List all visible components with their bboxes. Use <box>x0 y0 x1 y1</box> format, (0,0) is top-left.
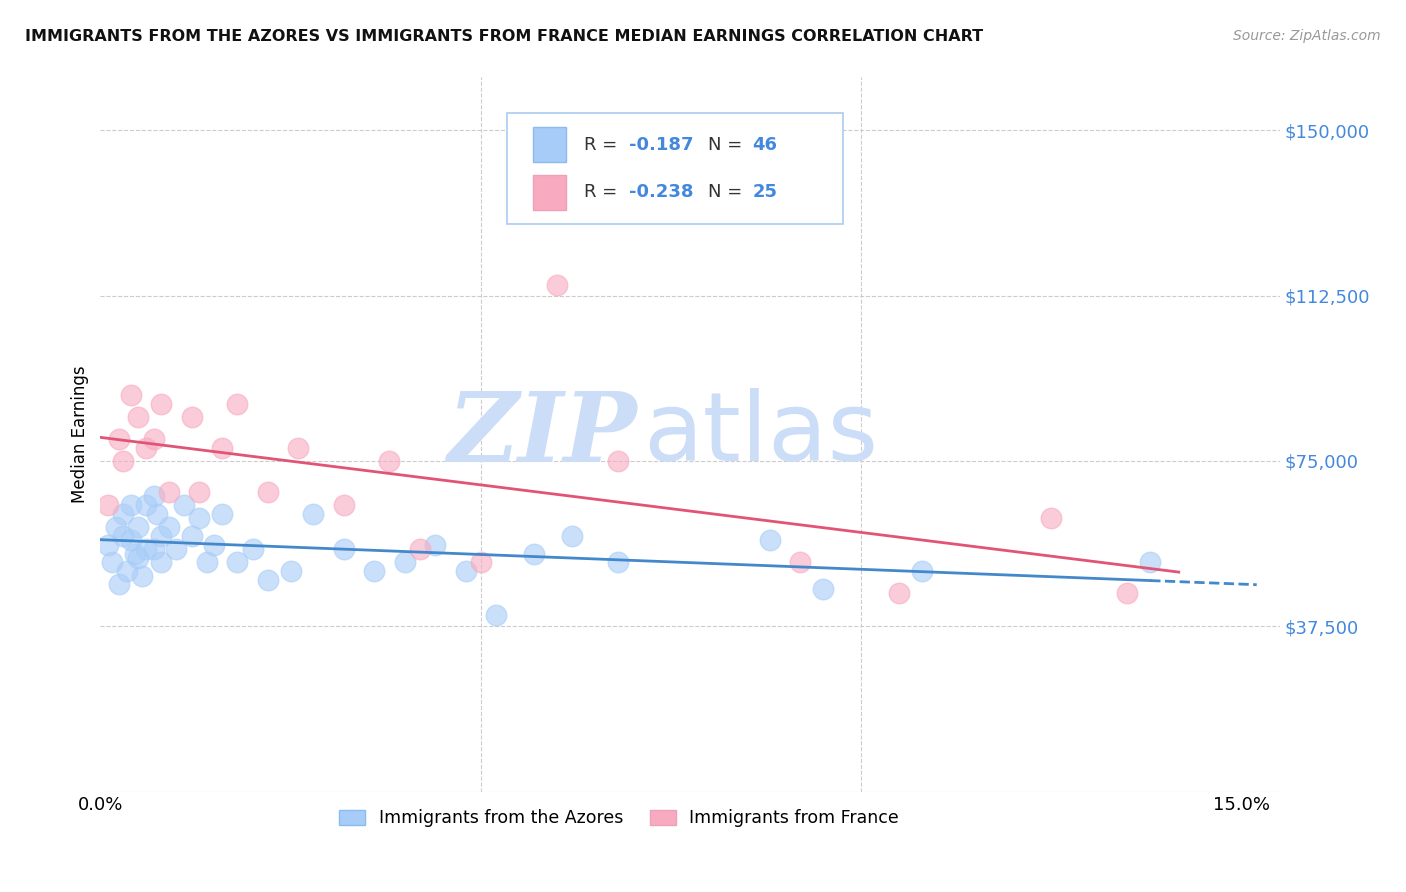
Point <box>135 441 157 455</box>
Text: 25: 25 <box>752 184 778 202</box>
Point <box>211 507 233 521</box>
Point <box>112 454 135 468</box>
Text: IMMIGRANTS FROM THE AZORES VS IMMIGRANTS FROM FRANCE MEDIAN EARNINGS CORRELATION: IMMIGRANTS FROM THE AZORES VS IMMIGRANTS… <box>25 29 983 44</box>
Point <box>188 484 211 499</box>
Point <box>546 277 568 292</box>
Text: N =: N = <box>707 184 748 202</box>
FancyBboxPatch shape <box>508 113 844 224</box>
Point <box>226 397 249 411</box>
Point <box>112 507 135 521</box>
Point <box>142 542 165 557</box>
Point <box>204 538 226 552</box>
Point <box>470 555 492 569</box>
Point <box>287 441 309 455</box>
Point <box>146 507 169 521</box>
Point <box>256 573 278 587</box>
Point <box>120 533 142 548</box>
Point <box>759 533 782 548</box>
Point <box>333 542 356 557</box>
Text: R =: R = <box>583 136 623 153</box>
Point <box>811 582 834 596</box>
Point <box>112 529 135 543</box>
Text: N =: N = <box>707 136 748 153</box>
Point <box>108 432 131 446</box>
Text: ZIP: ZIP <box>447 387 637 482</box>
Point <box>135 542 157 557</box>
Point <box>911 564 934 578</box>
Point <box>157 520 180 534</box>
Point <box>150 555 173 569</box>
Point <box>131 568 153 582</box>
Point <box>195 555 218 569</box>
Point <box>188 511 211 525</box>
Y-axis label: Median Earnings: Median Earnings <box>72 366 89 503</box>
Point <box>97 538 120 552</box>
Point <box>115 564 138 578</box>
Point <box>423 538 446 552</box>
FancyBboxPatch shape <box>533 128 567 161</box>
Point <box>302 507 325 521</box>
Point <box>104 520 127 534</box>
Point <box>150 529 173 543</box>
Point <box>606 454 628 468</box>
Point <box>606 555 628 569</box>
Point <box>280 564 302 578</box>
Point <box>165 542 187 557</box>
Point <box>1040 511 1063 525</box>
Point <box>180 409 202 424</box>
Point <box>485 608 508 623</box>
Text: Source: ZipAtlas.com: Source: ZipAtlas.com <box>1233 29 1381 43</box>
Point <box>454 564 477 578</box>
Text: R =: R = <box>583 184 623 202</box>
Point <box>211 441 233 455</box>
Point <box>1116 586 1139 600</box>
Point <box>363 564 385 578</box>
Point <box>120 498 142 512</box>
Point <box>561 529 583 543</box>
Point <box>1139 555 1161 569</box>
Point <box>394 555 416 569</box>
Point <box>127 520 149 534</box>
Text: -0.238: -0.238 <box>628 184 693 202</box>
Point <box>157 484 180 499</box>
Point <box>142 489 165 503</box>
Point <box>150 397 173 411</box>
FancyBboxPatch shape <box>533 176 567 210</box>
Point <box>409 542 432 557</box>
Point <box>135 498 157 512</box>
Point <box>142 432 165 446</box>
Point <box>523 547 546 561</box>
Point <box>242 542 264 557</box>
Text: -0.187: -0.187 <box>628 136 693 153</box>
Point <box>173 498 195 512</box>
Point <box>180 529 202 543</box>
Point <box>226 555 249 569</box>
Point <box>256 484 278 499</box>
Point <box>108 577 131 591</box>
Point <box>127 551 149 566</box>
Legend: Immigrants from the Azores, Immigrants from France: Immigrants from the Azores, Immigrants f… <box>332 803 905 834</box>
Text: 46: 46 <box>752 136 778 153</box>
Point <box>889 586 911 600</box>
Point <box>124 547 146 561</box>
Point <box>100 555 122 569</box>
Text: atlas: atlas <box>643 388 877 481</box>
Point <box>120 388 142 402</box>
Point <box>378 454 401 468</box>
Point <box>789 555 811 569</box>
Point <box>97 498 120 512</box>
Point <box>333 498 356 512</box>
Point <box>127 409 149 424</box>
